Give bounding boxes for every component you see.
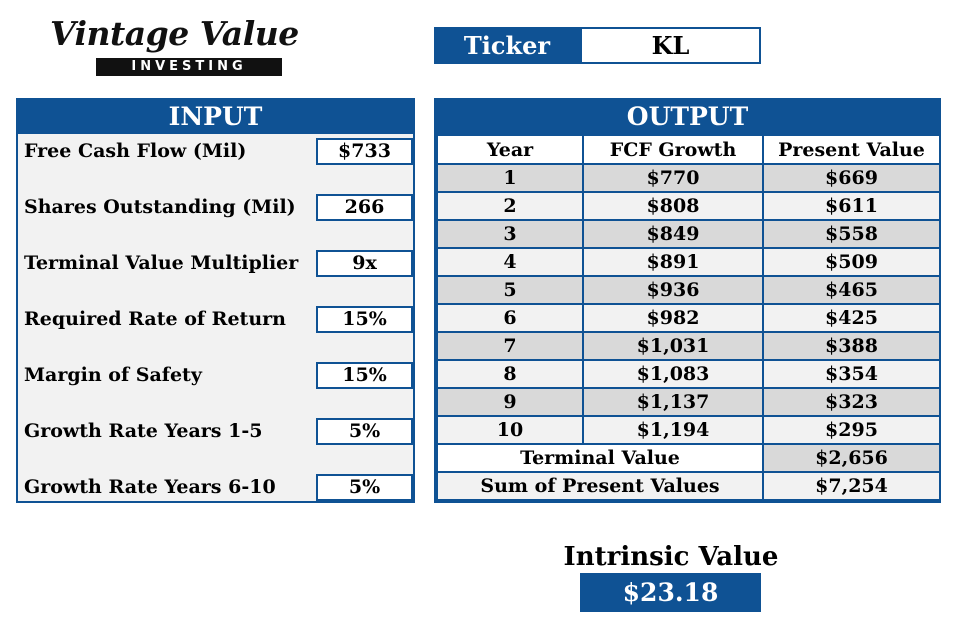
input-row-terminal-multiplier: Terminal Value Multiplier 9x (18, 248, 413, 279)
terminal-value-row: Terminal Value $2,656 (436, 443, 941, 473)
ticker-label: Ticker (434, 27, 580, 64)
growth-rate-6-10-field[interactable]: 5% (316, 474, 413, 501)
output-panel: OUTPUT Year FCF Growth Present Value 1 $… (434, 98, 941, 503)
input-body: Free Cash Flow (Mil) $733 Shares Outstan… (18, 134, 413, 501)
table-row: 1 $770 $669 (436, 163, 941, 193)
table-row: 8 $1,083 $354 (436, 359, 941, 389)
year-cell: 9 (436, 387, 584, 417)
fcf-cell: $808 (582, 191, 764, 221)
year-cell: 1 (436, 163, 584, 193)
fcf-cell: $1,194 (582, 415, 764, 445)
year-cell: 5 (436, 275, 584, 305)
input-label: Shares Outstanding (Mil) (24, 196, 296, 218)
input-panel: INPUT Free Cash Flow (Mil) $733 Shares O… (16, 98, 415, 503)
year-cell: 2 (436, 191, 584, 221)
pv-cell: $558 (762, 219, 941, 249)
pv-cell: $611 (762, 191, 941, 221)
pv-cell: $425 (762, 303, 941, 333)
column-header-year: Year (436, 134, 584, 165)
input-row-shares-outstanding: Shares Outstanding (Mil) 266 (18, 192, 413, 223)
table-row: 10 $1,194 $295 (436, 415, 941, 445)
output-body: Year FCF Growth Present Value 1 $770 $66… (436, 134, 941, 501)
fcf-cell: $1,031 (582, 331, 764, 361)
table-row: 5 $936 $465 (436, 275, 941, 305)
intrinsic-value-label: Intrinsic Value (563, 542, 779, 572)
input-label: Margin of Safety (24, 364, 202, 386)
input-row-required-return: Required Rate of Return 15% (18, 304, 413, 335)
terminal-value-cell: $2,656 (762, 443, 941, 473)
column-header-fcf-growth: FCF Growth (582, 134, 764, 165)
input-label: Growth Rate Years 6-10 (24, 476, 276, 498)
output-table: Year FCF Growth Present Value 1 $770 $66… (436, 134, 941, 501)
fcf-cell: $891 (582, 247, 764, 277)
pv-cell: $354 (762, 359, 941, 389)
logo-script-text: Vintage Value (50, 14, 299, 53)
year-cell: 8 (436, 359, 584, 389)
input-row-free-cash-flow: Free Cash Flow (Mil) $733 (18, 136, 413, 167)
input-label: Free Cash Flow (Mil) (24, 140, 247, 162)
shares-outstanding-field[interactable]: 266 (316, 194, 413, 221)
pv-cell: $669 (762, 163, 941, 193)
year-cell: 10 (436, 415, 584, 445)
input-row-growth-6-10: Growth Rate Years 6-10 5% (18, 472, 413, 503)
output-header: OUTPUT (436, 100, 939, 134)
terminal-value-label: Terminal Value (436, 443, 764, 473)
margin-of-safety-field[interactable]: 15% (316, 362, 413, 389)
input-label: Growth Rate Years 1-5 (24, 420, 263, 442)
pv-cell: $509 (762, 247, 941, 277)
sum-present-values-row: Sum of Present Values $7,254 (436, 471, 941, 501)
growth-rate-1-5-field[interactable]: 5% (316, 418, 413, 445)
pv-cell: $388 (762, 331, 941, 361)
pv-cell: $323 (762, 387, 941, 417)
intrinsic-value-badge: $23.18 (580, 573, 761, 612)
table-row: 9 $1,137 $323 (436, 387, 941, 417)
fcf-cell: $936 (582, 275, 764, 305)
input-row-margin-of-safety: Margin of Safety 15% (18, 360, 413, 391)
table-row: 3 $849 $558 (436, 219, 941, 249)
fcf-cell: $1,083 (582, 359, 764, 389)
year-cell: 7 (436, 331, 584, 361)
fcf-cell: $770 (582, 163, 764, 193)
input-header: INPUT (18, 100, 413, 134)
table-row: 7 $1,031 $388 (436, 331, 941, 361)
logo-band-text: INVESTING (96, 58, 282, 76)
pv-cell: $465 (762, 275, 941, 305)
table-row: 4 $891 $509 (436, 247, 941, 277)
input-label: Terminal Value Multiplier (24, 252, 299, 274)
year-cell: 6 (436, 303, 584, 333)
ticker-input[interactable]: KL (580, 27, 761, 64)
fcf-cell: $1,137 (582, 387, 764, 417)
year-cell: 3 (436, 219, 584, 249)
table-row: 6 $982 $425 (436, 303, 941, 333)
table-row: 2 $808 $611 (436, 191, 941, 221)
pv-cell: $295 (762, 415, 941, 445)
year-cell: 4 (436, 247, 584, 277)
sum-present-values-label: Sum of Present Values (436, 471, 764, 501)
table-header-row: Year FCF Growth Present Value (436, 134, 941, 165)
input-row-growth-1-5: Growth Rate Years 1-5 5% (18, 416, 413, 447)
logo: Vintage Value INVESTING (44, 12, 299, 76)
sum-present-values-cell: $7,254 (762, 471, 941, 501)
required-return-field[interactable]: 15% (316, 306, 413, 333)
fcf-cell: $982 (582, 303, 764, 333)
column-header-present-value: Present Value (762, 134, 941, 165)
fcf-cell: $849 (582, 219, 764, 249)
terminal-multiplier-field[interactable]: 9x (316, 250, 413, 277)
input-label: Required Rate of Return (24, 308, 286, 330)
free-cash-flow-field[interactable]: $733 (316, 138, 413, 165)
